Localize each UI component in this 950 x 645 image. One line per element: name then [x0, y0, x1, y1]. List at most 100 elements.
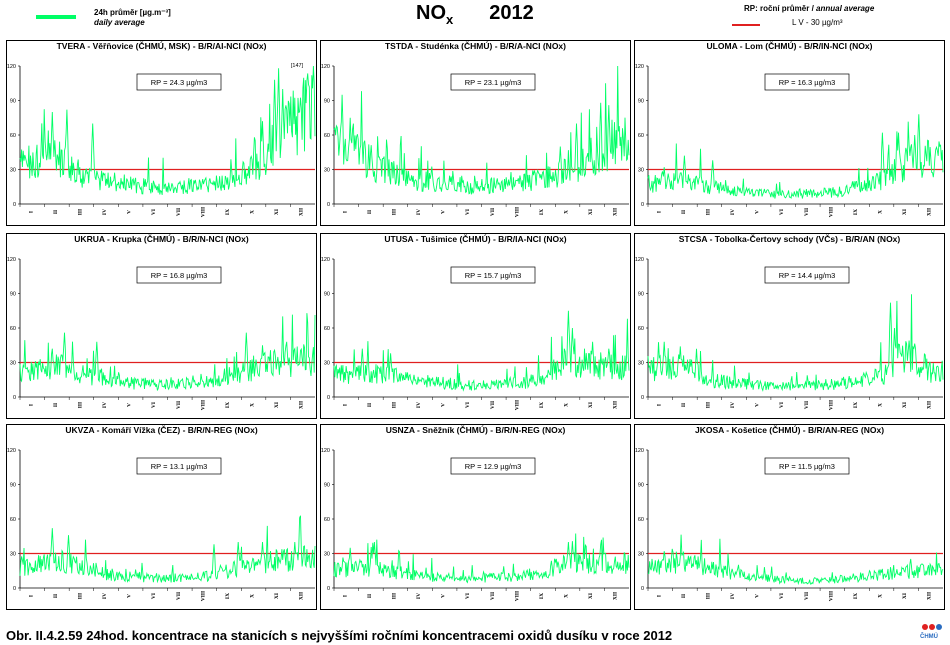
y-tick-label: 120 — [321, 257, 330, 263]
x-tick-label: XII — [613, 592, 619, 600]
y-tick-label: 0 — [327, 395, 330, 401]
y-tick-label: 30 — [324, 361, 330, 367]
y-tick-label: 90 — [638, 483, 644, 489]
panel-frame — [320, 233, 631, 419]
x-tick-label: VI — [779, 593, 785, 599]
y-tick-label: 30 — [324, 168, 330, 174]
x-tick-label: VII — [490, 208, 496, 216]
x-tick-label: XII — [299, 592, 305, 600]
x-tick-label: X — [564, 210, 570, 214]
x-tick-label: X — [250, 403, 256, 407]
x-tick-label: I — [656, 595, 662, 597]
y-tick-label: 90 — [638, 292, 644, 298]
x-tick-label: XI — [274, 402, 280, 408]
y-tick-label: 120 — [635, 257, 644, 263]
x-tick-label: IV — [416, 593, 422, 599]
x-tick-label: I — [342, 595, 348, 597]
y-tick-label: 120 — [321, 448, 330, 454]
panel-title: JKOSA - Košetice (ČHMÚ) - B/R/AN-REG (NO… — [695, 424, 884, 435]
x-tick-label: III — [77, 402, 83, 408]
x-tick-label: VI — [465, 593, 471, 599]
peak-label: [147] — [291, 63, 304, 69]
y-tick-label: 30 — [10, 552, 16, 558]
x-tick-label: VII — [804, 208, 810, 216]
x-tick-label: IV — [730, 209, 736, 215]
chart-panel-4: UKRUA - Krupka (ČHMÚ) - B/R/N-NCI (NOx) 0… — [6, 233, 317, 419]
y-tick-label: 60 — [10, 133, 16, 139]
x-tick-label: V — [441, 594, 447, 598]
x-tick-label: V — [127, 210, 133, 214]
x-tick-label: XII — [613, 401, 619, 409]
x-tick-label: VI — [465, 402, 471, 408]
x-tick-label: X — [564, 403, 570, 407]
x-tick-label: VII — [176, 401, 182, 409]
panel-title: TVERA - Věřňovice (ČHMÚ, MSK) - B/R/AI-N… — [57, 40, 267, 51]
x-tick-label: VIII — [828, 591, 834, 601]
x-tick-label: VIII — [200, 207, 206, 217]
x-tick-label: IV — [416, 209, 422, 215]
legend-daily-sublabel: daily average — [94, 18, 145, 27]
x-tick-label: IX — [225, 593, 231, 599]
chmu-logo: ČHMÚ — [920, 622, 942, 644]
x-tick-label: III — [705, 209, 711, 215]
y-tick-label: 30 — [10, 361, 16, 367]
annual-average-label: RP = 11.5 µg/m3 — [779, 462, 835, 471]
daily-series — [19, 65, 316, 195]
y-tick-label: 120 — [7, 257, 16, 263]
x-tick-label: III — [391, 402, 397, 408]
y-tick-label: 90 — [324, 292, 330, 298]
x-tick-label: XII — [299, 208, 305, 216]
annual-average-box — [136, 457, 222, 475]
annual-average-label: RP = 24.3 µg/m3 — [151, 78, 208, 87]
panel-title: UTUSA - Tušimice (ČHMÚ) - B/R/IA-NCI (NO… — [384, 233, 566, 244]
annual-average-label: RP = 16.3 µg/m3 — [779, 78, 836, 87]
legend-rp: RP: roční průměr / annual average — [744, 4, 874, 13]
x-tick-label: IX — [539, 209, 545, 215]
chart-panel-9: JKOSA - Košetice (ČHMÚ) - B/R/AN-REG (NO… — [634, 424, 945, 610]
annual-average-box — [450, 266, 536, 284]
y-tick-label: 0 — [327, 586, 330, 592]
panel-title: STCSA - Tobolka-Čertovy schody (VČs) - B… — [679, 233, 901, 244]
daily-series — [647, 294, 944, 392]
x-tick-label: V — [755, 403, 761, 407]
panel-frame — [320, 40, 631, 226]
x-tick-label: VII — [176, 592, 182, 600]
x-tick-label: II — [53, 210, 59, 214]
annual-average-label: RP = 12.9 µg/m3 — [465, 462, 522, 471]
y-tick-label: 0 — [641, 395, 644, 401]
x-tick-label: VII — [490, 401, 496, 409]
panel-title: ULOMA - Lom (ČHMÚ) - B/R/IN-NCI (NOx) — [707, 40, 873, 51]
logo-dot-blue — [936, 624, 942, 630]
daily-series — [333, 533, 630, 584]
x-tick-label: IX — [853, 402, 859, 408]
panel-title: USNZA - Sněžník (ČHMÚ) - B/R/N-REG (NOx) — [386, 424, 566, 435]
panel-frame — [6, 40, 317, 226]
y-tick-label: 30 — [638, 361, 644, 367]
legend-lv-line — [732, 24, 760, 26]
chart-panel-5: UTUSA - Tušimice (ČHMÚ) - B/R/IA-NCI (NO… — [320, 233, 631, 419]
annual-average-label: RP = 16.8 µg/m3 — [151, 271, 208, 280]
x-tick-label: V — [755, 210, 761, 214]
x-tick-label: I — [656, 404, 662, 406]
x-tick-label: II — [367, 403, 373, 407]
chart-panel-7: UKVZA - Komáří Vížka (ČEZ) - B/R/N-REG (… — [6, 424, 317, 610]
x-tick-label: VIII — [828, 400, 834, 410]
y-tick-label: 90 — [324, 483, 330, 489]
x-tick-label: IX — [853, 209, 859, 215]
x-tick-label: II — [681, 210, 687, 214]
chart-panel-3: ULOMA - Lom (ČHMÚ) - B/R/IN-NCI (NOx) 0 30… — [634, 40, 945, 226]
y-tick-label: 60 — [638, 133, 644, 139]
x-tick-label: VI — [779, 209, 785, 215]
panel-frame — [634, 424, 945, 610]
x-tick-label: VII — [176, 208, 182, 216]
y-tick-label: 0 — [13, 586, 16, 592]
x-tick-label: I — [342, 404, 348, 406]
y-tick-label: 90 — [638, 99, 644, 105]
y-tick-label: 90 — [10, 292, 16, 298]
panel-frame — [634, 233, 945, 419]
y-tick-label: 120 — [7, 64, 16, 70]
x-tick-label: XII — [927, 401, 933, 409]
x-tick-label: VII — [804, 592, 810, 600]
x-tick-label: XI — [588, 402, 594, 408]
y-tick-label: 0 — [641, 586, 644, 592]
